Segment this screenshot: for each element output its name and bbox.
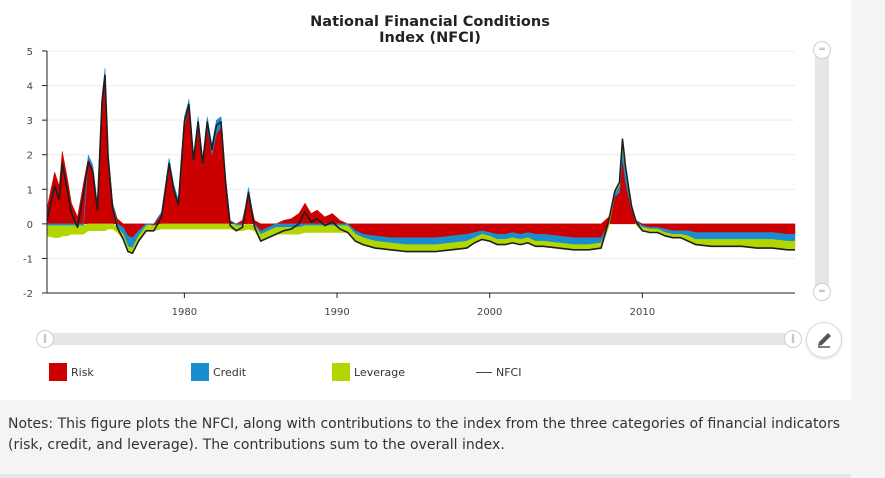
vertical-zoom-track[interactable]	[815, 46, 829, 298]
legend-item-credit[interactable]: Credit	[191, 362, 246, 382]
horizontal-zoom-track[interactable]	[40, 333, 800, 345]
chart-title-line-2: Index (NFCI)	[379, 30, 481, 46]
x-tick-label-2010: 2010	[630, 307, 655, 318]
edit-button[interactable]	[806, 322, 842, 358]
legend-label-risk: Risk	[71, 365, 94, 379]
y-tick-label--1: -1	[23, 254, 33, 265]
legend-item-nfci[interactable]: NFCI	[476, 362, 521, 382]
chart-panel: National Financial Conditions Index (NFC…	[0, 0, 851, 400]
legend-label-credit: Credit	[213, 365, 247, 379]
area-layer	[46, 68, 796, 254]
bottom-divider	[0, 474, 851, 478]
vertical-zoom-top-handle[interactable]: ═	[813, 41, 831, 59]
horizontal-zoom-left-handle[interactable]: ‖	[36, 330, 54, 348]
line-layer	[46, 74, 795, 255]
horizontal-zoom-right-handle[interactable]: ‖	[784, 330, 802, 348]
chart-title-line-1: National Financial Conditions	[310, 14, 550, 30]
legend-swatch-credit	[191, 363, 209, 381]
chart-plot: -2 -1 0 1 2 3 4 5 1980 1990 2000 2010	[23, 47, 796, 318]
grip-icon: ‖	[42, 334, 48, 344]
legend-swatch-leverage	[332, 363, 350, 381]
y-tick-label-0: 0	[27, 220, 33, 231]
line-nfci	[46, 74, 795, 255]
y-tick-label-1: 1	[27, 185, 33, 196]
legend-label-leverage: Leverage	[354, 365, 405, 379]
axis-layer: -2 -1 0 1 2 3 4 5 1980 1990 2000 2010	[23, 47, 795, 318]
legend-label-nfci: NFCI	[496, 365, 522, 379]
legend-line-nfci	[476, 371, 492, 373]
area-risk	[46, 75, 796, 238]
pencil-icon	[818, 333, 831, 348]
chart-notes: Notes: This figure plots the NFCI, along…	[8, 416, 841, 453]
vertical-zoom-bottom-handle[interactable]: ═	[813, 283, 831, 301]
grid-layer	[47, 50, 795, 294]
y-tick-label-4: 4	[27, 82, 33, 93]
y-tick-label--2: -2	[23, 289, 33, 300]
grip-icon: ═	[819, 45, 825, 55]
legend-item-leverage[interactable]: Leverage	[332, 362, 405, 382]
x-tick-label-1990: 1990	[324, 307, 349, 318]
grip-icon: ‖	[790, 334, 796, 344]
chart-title: National Financial Conditions Index (NFC…	[280, 14, 580, 46]
grip-icon: ═	[819, 287, 825, 297]
y-tick-label-5: 5	[27, 47, 33, 58]
x-tick-label-1980: 1980	[172, 307, 197, 318]
legend-item-risk[interactable]: Risk	[49, 362, 94, 382]
legend-swatch-risk	[49, 363, 67, 381]
y-tick-label-3: 3	[27, 116, 33, 127]
x-tick-label-2000: 2000	[477, 307, 502, 318]
y-tick-label-2: 2	[27, 151, 33, 162]
